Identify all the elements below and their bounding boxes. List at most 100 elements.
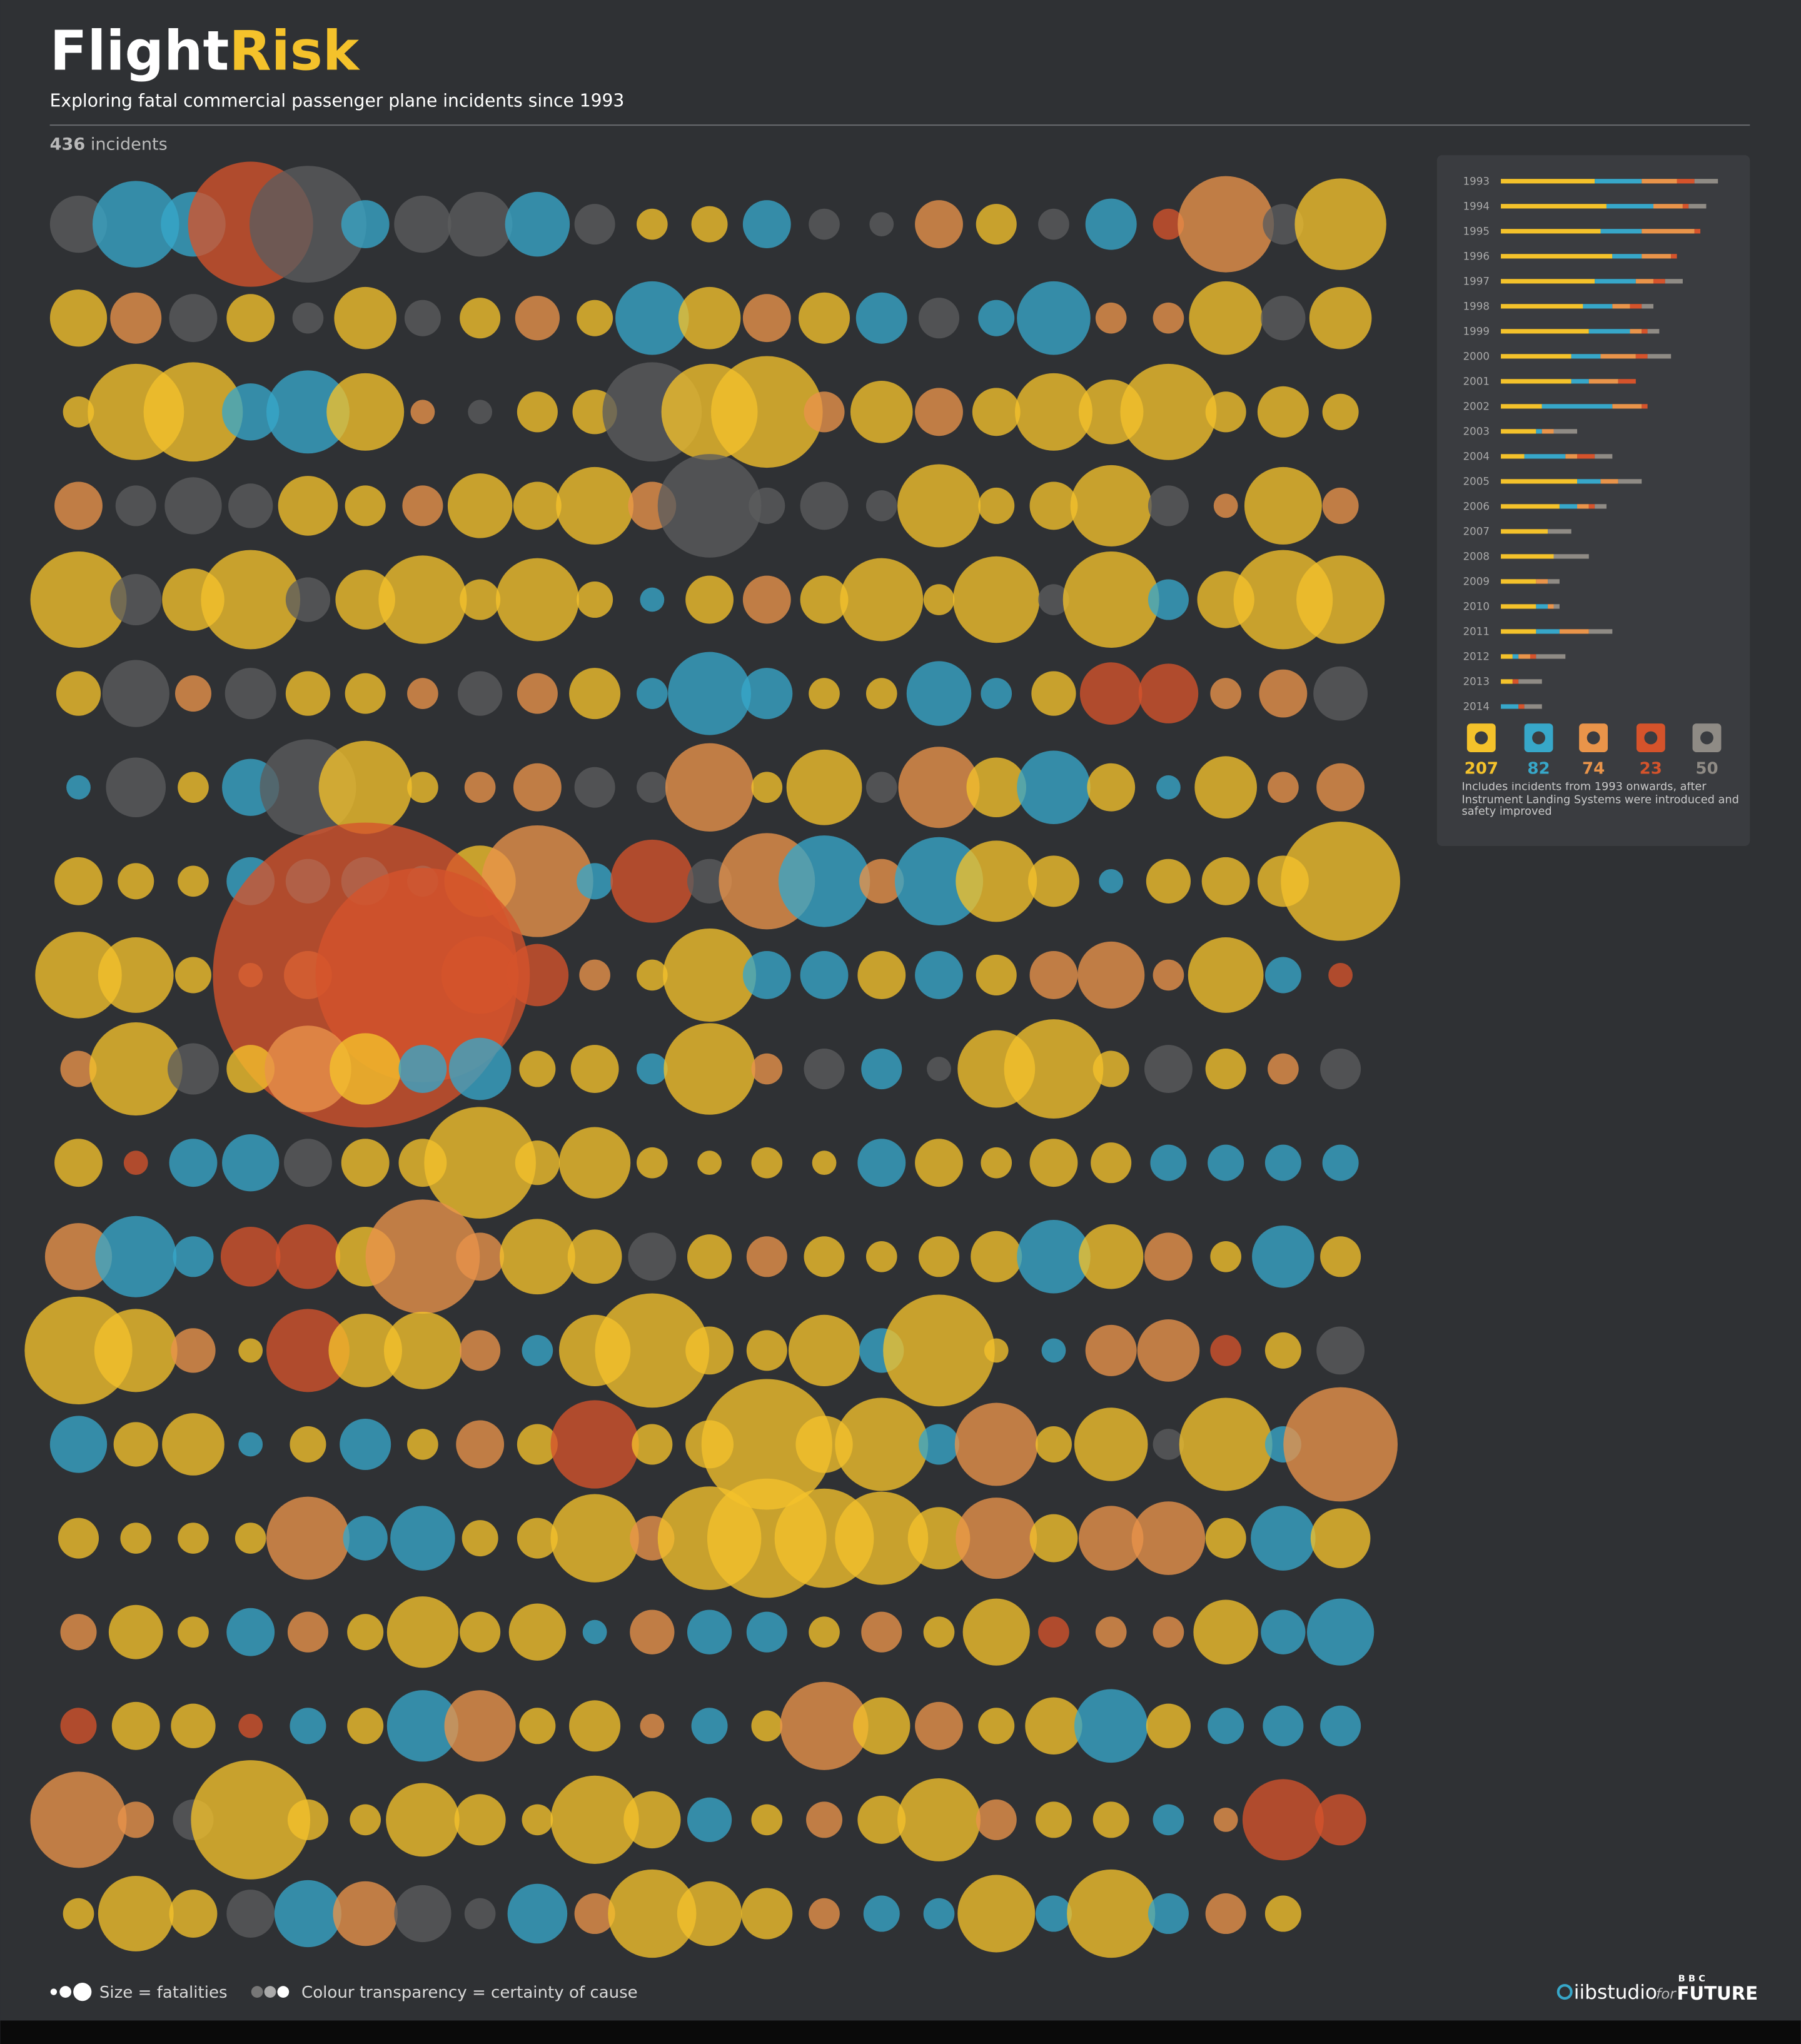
year-label: 2012 bbox=[1463, 650, 1490, 662]
colour-legend: Colour transparency = certainty of cause bbox=[301, 1983, 638, 2002]
incident-bubble bbox=[574, 1893, 615, 1935]
incident-bubble bbox=[897, 1778, 981, 1861]
incident-bubble bbox=[742, 294, 791, 343]
incident-bubble bbox=[569, 1700, 621, 1752]
year-bar-segment bbox=[1501, 254, 1613, 259]
year-bar-segment bbox=[1647, 329, 1660, 334]
incident-bubble bbox=[668, 652, 752, 735]
incident-bubble bbox=[30, 1771, 127, 1868]
incident-bubble bbox=[640, 587, 665, 612]
title: FlightRisk bbox=[50, 19, 360, 83]
year-label: 1996 bbox=[1463, 250, 1490, 262]
incident-bubble bbox=[315, 868, 530, 1082]
incident-bubble bbox=[522, 1804, 553, 1836]
incident-bubble bbox=[1153, 1616, 1184, 1648]
year-label: 2008 bbox=[1463, 550, 1490, 562]
year-bar-segment bbox=[1618, 479, 1642, 484]
incident-bubble bbox=[741, 668, 793, 720]
incident-bubble bbox=[326, 373, 405, 451]
incident-bubble bbox=[1261, 296, 1306, 341]
incident-bubble bbox=[515, 296, 560, 341]
incident-bubble bbox=[915, 951, 963, 999]
incident-bubble bbox=[1120, 363, 1217, 460]
incident-bubble bbox=[850, 380, 913, 443]
incident-bubble bbox=[1035, 1895, 1072, 1932]
year-bar-segment bbox=[1665, 279, 1683, 284]
incident-bubble bbox=[550, 1400, 639, 1489]
incident-bubble bbox=[1201, 857, 1250, 905]
incident-bubble bbox=[275, 1224, 341, 1289]
incident-bubble bbox=[1188, 937, 1264, 1013]
incident-bubble bbox=[1144, 1045, 1193, 1093]
incident-bubble bbox=[918, 298, 960, 339]
incident-bubble bbox=[637, 1053, 668, 1085]
incident-bubble bbox=[746, 1236, 787, 1277]
incident-bubble bbox=[1156, 775, 1181, 800]
year-bar-segment bbox=[1682, 204, 1689, 209]
studio-logo bbox=[1556, 1984, 1573, 2000]
incident-bubble bbox=[1320, 1705, 1361, 1746]
incident-bubble bbox=[749, 487, 785, 524]
incident-bubble bbox=[386, 1690, 459, 1762]
year-label: 2001 bbox=[1463, 375, 1490, 387]
year-bar-segment bbox=[1588, 379, 1618, 384]
incident-bubble bbox=[171, 1703, 216, 1748]
year-bar-segment bbox=[1559, 504, 1578, 509]
incident-bubble bbox=[1281, 822, 1400, 941]
incident-bubble bbox=[623, 1791, 681, 1849]
year-bar-segment bbox=[1501, 479, 1578, 484]
incident-bubble bbox=[632, 1424, 673, 1465]
incident-bubble bbox=[981, 678, 1012, 709]
incident-bubble bbox=[1210, 678, 1241, 709]
incident-bubble bbox=[340, 1418, 391, 1470]
incident-bubble bbox=[1148, 485, 1189, 526]
incident-bubble bbox=[447, 191, 513, 257]
year-bar-segment bbox=[1571, 379, 1589, 384]
incident-bubble bbox=[1092, 1050, 1129, 1087]
incident-bubble bbox=[742, 200, 791, 249]
incident-bubble bbox=[558, 1127, 631, 1199]
cause-total: 74 bbox=[1582, 760, 1605, 778]
incident-bubble bbox=[637, 959, 668, 991]
incident-bubble bbox=[927, 1057, 951, 1081]
incident-bubble bbox=[865, 772, 897, 803]
incident-bubble bbox=[1193, 1599, 1258, 1664]
incident-bubble bbox=[883, 1294, 995, 1407]
cause-icons: 207 82 74 23 50 bbox=[1465, 723, 1722, 778]
incident-bubble bbox=[751, 1710, 783, 1742]
year-bar-segment bbox=[1501, 554, 1554, 559]
incident-bubble bbox=[628, 1232, 677, 1281]
incident-bubble bbox=[508, 1603, 567, 1661]
incident-bubble bbox=[517, 1424, 558, 1465]
incident-bubble bbox=[1320, 1236, 1361, 1277]
year-bar-segment bbox=[1677, 179, 1695, 184]
incident-bubble bbox=[954, 1402, 1038, 1486]
year-bar-segment bbox=[1501, 329, 1589, 334]
note: Includes incidents from 1993 onwards, af… bbox=[1461, 782, 1739, 819]
year-bar-segment bbox=[1501, 304, 1583, 309]
incident-bubble bbox=[865, 490, 897, 521]
incident-bubble bbox=[915, 1701, 963, 1750]
incident-bubble bbox=[1210, 1335, 1241, 1366]
year-bar-segment bbox=[1612, 304, 1630, 309]
for: for bbox=[1656, 1986, 1677, 2002]
incident-bubble bbox=[865, 678, 897, 709]
incident-bubble bbox=[169, 1890, 218, 1938]
year-bar-segment bbox=[1595, 179, 1642, 184]
incident-bubble bbox=[250, 166, 366, 283]
year-bar-segment bbox=[1694, 179, 1718, 184]
year-bar-segment bbox=[1577, 454, 1595, 459]
incident-bubble bbox=[290, 1426, 326, 1463]
incident-bubble bbox=[274, 1880, 342, 1948]
incident-bubble bbox=[809, 208, 840, 240]
incident-bubble bbox=[394, 1885, 452, 1943]
incident-bubble bbox=[751, 1147, 783, 1179]
incident-bubble bbox=[54, 857, 103, 905]
incident-bubble bbox=[778, 835, 870, 927]
incident-bubble bbox=[1268, 772, 1299, 803]
incident-bubble bbox=[499, 1219, 575, 1295]
incident-bubble bbox=[897, 464, 981, 548]
incident-bubble bbox=[1027, 855, 1079, 907]
incident-bubble bbox=[378, 555, 467, 644]
year-label: 1993 bbox=[1463, 175, 1490, 187]
